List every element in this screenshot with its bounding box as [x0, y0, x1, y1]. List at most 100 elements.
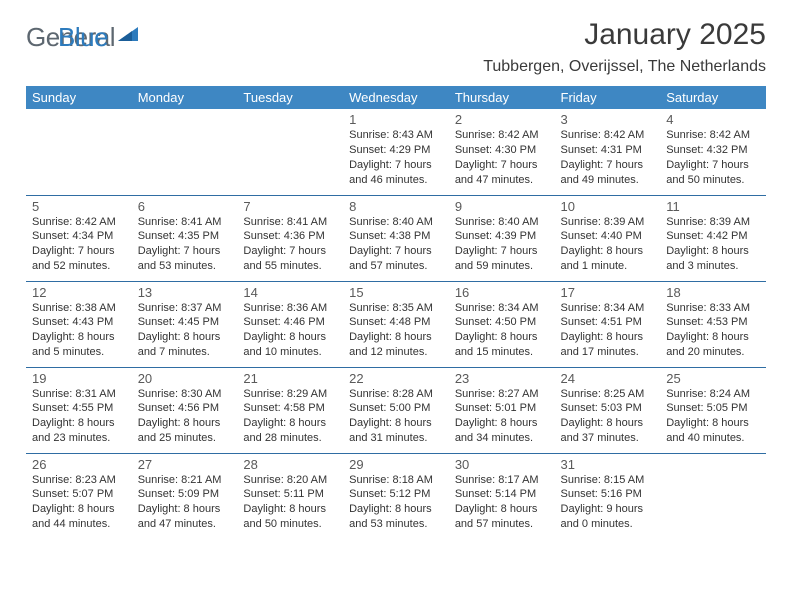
day-number: 12 — [32, 285, 126, 300]
daylight-line: Daylight: 7 hours and 59 minutes. — [455, 244, 549, 274]
daylight-line: Daylight: 7 hours and 50 minutes. — [666, 158, 760, 188]
calendar-cell: 3Sunrise: 8:42 AMSunset: 4:31 PMDaylight… — [555, 109, 661, 195]
month-title: January 2025 — [483, 18, 766, 52]
day-number: 1 — [349, 112, 443, 127]
sunrise-line: Sunrise: 8:40 AM — [349, 215, 443, 230]
daylight-line: Daylight: 8 hours and 12 minutes. — [349, 330, 443, 360]
sunrise-line: Sunrise: 8:29 AM — [243, 387, 337, 402]
calendar-cell: 13Sunrise: 8:37 AMSunset: 4:45 PMDayligh… — [132, 281, 238, 367]
calendar-cell: 25Sunrise: 8:24 AMSunset: 5:05 PMDayligh… — [660, 367, 766, 453]
sunrise-line: Sunrise: 8:40 AM — [455, 215, 549, 230]
day-number: 31 — [561, 457, 655, 472]
calendar-cell: 5Sunrise: 8:42 AMSunset: 4:34 PMDaylight… — [26, 195, 132, 281]
weekday-header: Saturday — [660, 86, 766, 109]
sunrise-line: Sunrise: 8:42 AM — [561, 128, 655, 143]
daylight-line: Daylight: 9 hours and 0 minutes. — [561, 502, 655, 532]
sunset-line: Sunset: 5:01 PM — [455, 401, 549, 416]
daylight-line: Daylight: 8 hours and 31 minutes. — [349, 416, 443, 446]
day-number: 28 — [243, 457, 337, 472]
calendar-cell: 16Sunrise: 8:34 AMSunset: 4:50 PMDayligh… — [449, 281, 555, 367]
sunrise-line: Sunrise: 8:34 AM — [455, 301, 549, 316]
calendar-cell: 1Sunrise: 8:43 AMSunset: 4:29 PMDaylight… — [343, 109, 449, 195]
sunset-line: Sunset: 5:05 PM — [666, 401, 760, 416]
day-number: 21 — [243, 371, 337, 386]
daylight-line: Daylight: 8 hours and 15 minutes. — [455, 330, 549, 360]
calendar-row: 19Sunrise: 8:31 AMSunset: 4:55 PMDayligh… — [26, 367, 766, 453]
calendar-cell: 29Sunrise: 8:18 AMSunset: 5:12 PMDayligh… — [343, 453, 449, 539]
day-number: 18 — [666, 285, 760, 300]
daylight-line: Daylight: 8 hours and 40 minutes. — [666, 416, 760, 446]
calendar-cell: 7Sunrise: 8:41 AMSunset: 4:36 PMDaylight… — [237, 195, 343, 281]
sunset-line: Sunset: 4:42 PM — [666, 229, 760, 244]
weekday-header: Friday — [555, 86, 661, 109]
sunrise-line: Sunrise: 8:17 AM — [455, 473, 549, 488]
daylight-line: Daylight: 8 hours and 1 minute. — [561, 244, 655, 274]
calendar-cell: 23Sunrise: 8:27 AMSunset: 5:01 PMDayligh… — [449, 367, 555, 453]
calendar-row: 12Sunrise: 8:38 AMSunset: 4:43 PM Dayligh… — [26, 281, 766, 367]
sunrise-line: Sunrise: 8:41 AM — [138, 215, 232, 230]
sunset-line: Sunset: 4:40 PM — [561, 229, 655, 244]
day-number: 7 — [243, 199, 337, 214]
calendar-cell: 4Sunrise: 8:42 AMSunset: 4:32 PMDaylight… — [660, 109, 766, 195]
day-number: 6 — [138, 199, 232, 214]
sunrise-line: Sunrise: 8:36 AM — [243, 301, 337, 316]
sunset-line: Sunset: 4:51 PM — [561, 315, 655, 330]
sunrise-line: Sunrise: 8:27 AM — [455, 387, 549, 402]
calendar-cell: 12Sunrise: 8:38 AMSunset: 4:43 PMDayligh… — [26, 281, 132, 367]
calendar-cell: 8Sunrise: 8:40 AMSunset: 4:38 PMDaylight… — [343, 195, 449, 281]
daylight-line: Daylight: 8 hours and 50 minutes. — [243, 502, 337, 532]
day-number: 19 — [32, 371, 126, 386]
sunset-line: Sunset: 5:07 PM — [32, 487, 126, 502]
sunset-line: Sunset: 4:29 PM — [349, 143, 443, 158]
sunrise-line: Sunrise: 8:39 AM — [561, 215, 655, 230]
title-block: January 2025 Tubbergen, Overijssel, The … — [483, 18, 766, 76]
daylight-line: Daylight: 8 hours and 25 minutes. — [138, 416, 232, 446]
daylight-line: Daylight: 7 hours and 46 minutes. — [349, 158, 443, 188]
sunset-line: Sunset: 4:38 PM — [349, 229, 443, 244]
daylight-line: Daylight: 8 hours and 23 minutes. — [32, 416, 126, 446]
day-number: 13 — [138, 285, 232, 300]
sunset-line: Sunset: 4:35 PM — [138, 229, 232, 244]
weekday-header-row: Sunday Monday Tuesday Wednesday Thursday… — [26, 86, 766, 109]
day-number: 23 — [455, 371, 549, 386]
sunset-line: Sunset: 4:36 PM — [243, 229, 337, 244]
day-number: 29 — [349, 457, 443, 472]
day-number: 27 — [138, 457, 232, 472]
sunset-line: Sunset: 4:31 PM — [561, 143, 655, 158]
sunset-line: Sunset: 4:58 PM — [243, 401, 337, 416]
weekday-header: Wednesday — [343, 86, 449, 109]
calendar-cell: 30Sunrise: 8:17 AMSunset: 5:14 PMDayligh… — [449, 453, 555, 539]
daylight-line: Daylight: 8 hours and 47 minutes. — [138, 502, 232, 532]
day-number: 30 — [455, 457, 549, 472]
logo-text-blue: Blue — [58, 22, 108, 53]
sunrise-line: Sunrise: 8:28 AM — [349, 387, 443, 402]
sunrise-line: Sunrise: 8:42 AM — [455, 128, 549, 143]
sunset-line: Sunset: 5:11 PM — [243, 487, 337, 502]
day-number: 22 — [349, 371, 443, 386]
day-number: 9 — [455, 199, 549, 214]
sunrise-line: Sunrise: 8:42 AM — [32, 215, 126, 230]
sunrise-line: Sunrise: 8:21 AM — [138, 473, 232, 488]
sunset-line: Sunset: 4:53 PM — [666, 315, 760, 330]
calendar-cell — [660, 453, 766, 539]
sunrise-line: Sunrise: 8:34 AM — [561, 301, 655, 316]
sunrise-line: Sunrise: 8:30 AM — [138, 387, 232, 402]
sunrise-line: Sunrise: 8:38 AM — [32, 301, 126, 316]
calendar-cell: 26Sunrise: 8:23 AMSunset: 5:07 PMDayligh… — [26, 453, 132, 539]
day-number: 2 — [455, 112, 549, 127]
daylight-line: Daylight: 8 hours and 57 minutes. — [455, 502, 549, 532]
calendar-cell: 19Sunrise: 8:31 AMSunset: 4:55 PMDayligh… — [26, 367, 132, 453]
sunset-line: Sunset: 5:09 PM — [138, 487, 232, 502]
sunset-line: Sunset: 4:39 PM — [455, 229, 549, 244]
weekday-header: Monday — [132, 86, 238, 109]
calendar-cell: 27Sunrise: 8:21 AMSunset: 5:09 PMDayligh… — [132, 453, 238, 539]
day-number: 4 — [666, 112, 760, 127]
weekday-header: Sunday — [26, 86, 132, 109]
day-number: 16 — [455, 285, 549, 300]
calendar-cell: 17Sunrise: 8:34 AMSunset: 4:51 PMDayligh… — [555, 281, 661, 367]
day-number: 11 — [666, 199, 760, 214]
sunset-line: Sunset: 4:43 PM — [32, 315, 126, 330]
sunrise-line: Sunrise: 8:41 AM — [243, 215, 337, 230]
calendar-cell: 14Sunrise: 8:36 AMSunset: 4:46 PMDayligh… — [237, 281, 343, 367]
day-number: 25 — [666, 371, 760, 386]
